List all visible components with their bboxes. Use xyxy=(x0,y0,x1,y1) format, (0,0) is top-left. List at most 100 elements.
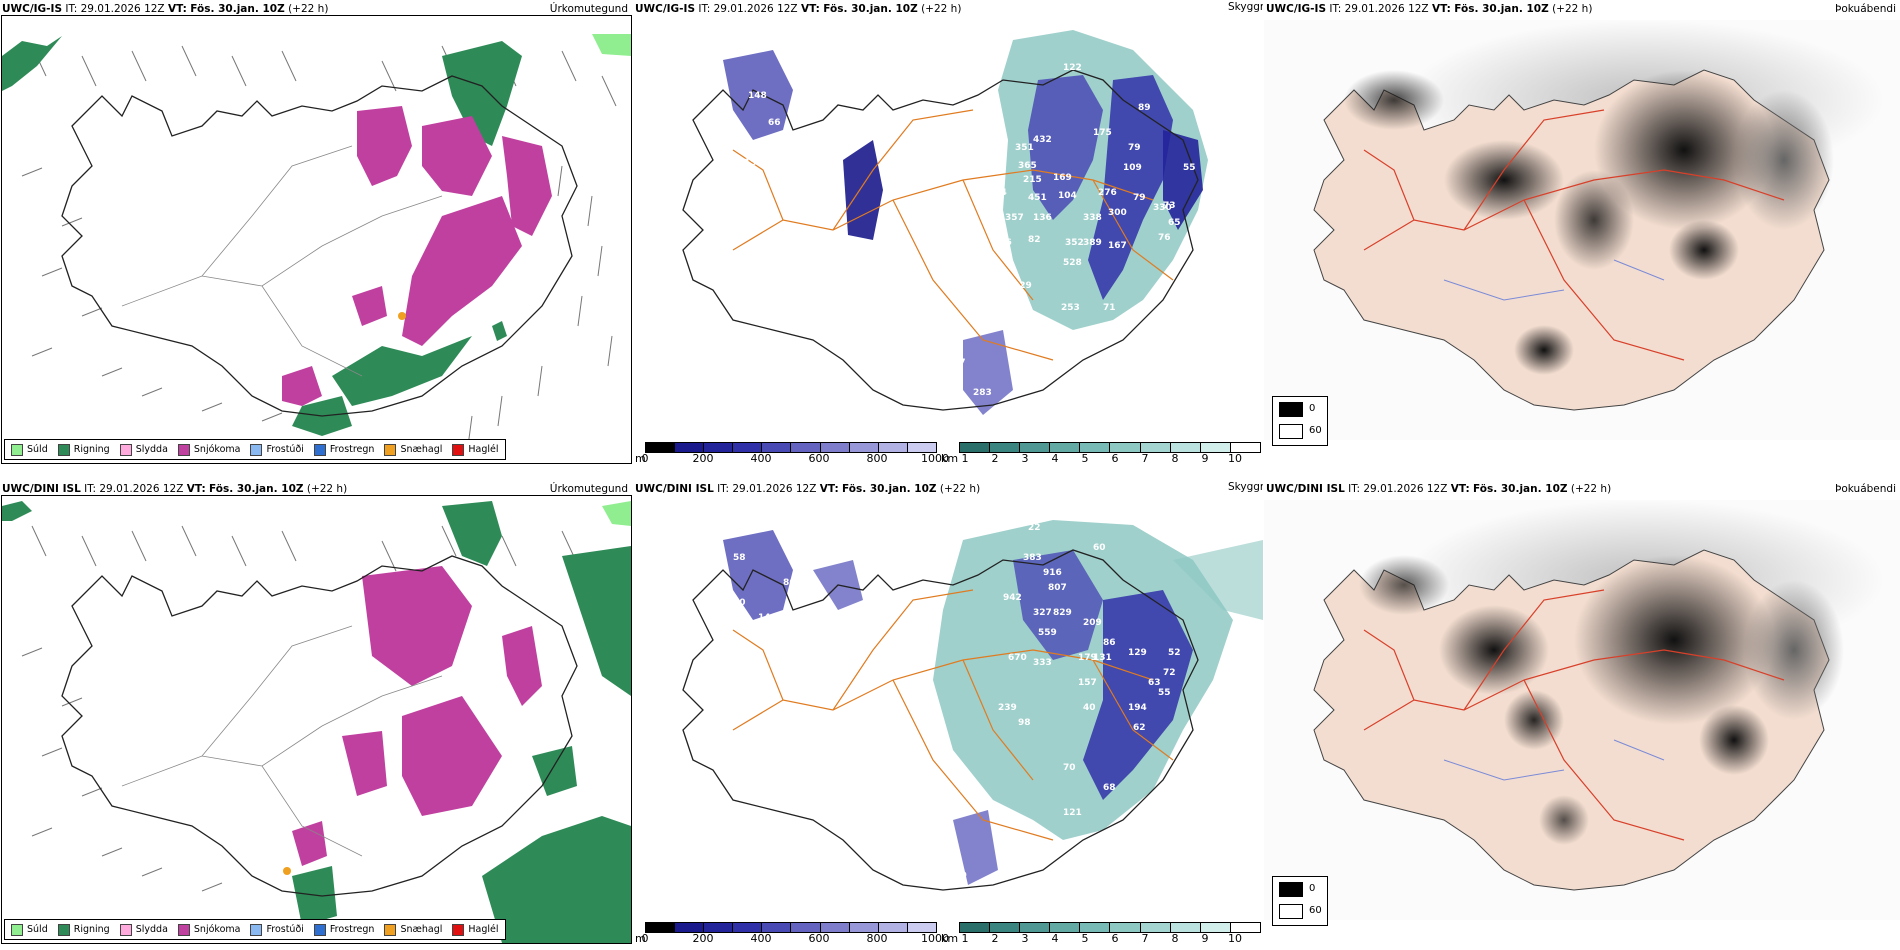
colorbar-tick: 400 xyxy=(750,452,772,465)
swatch xyxy=(452,443,465,456)
swatch xyxy=(313,923,326,936)
svg-text:276: 276 xyxy=(1098,188,1117,198)
precip-type-legend: Súld Rigning Slydda Snjókoma Frostúði Fr… xyxy=(4,439,506,460)
forecast-row-igis: UWC/IG-IS IT: 29.01.2026 12Z VT: Fös. 30… xyxy=(0,0,1900,470)
colorbar-tick: 3 xyxy=(1021,452,1029,465)
colorbar-tick: 9 xyxy=(1201,932,1209,945)
svg-text:60: 60 xyxy=(1093,543,1106,553)
svg-text:338: 338 xyxy=(1083,213,1102,223)
swatch xyxy=(384,443,397,456)
legend-item: Frostúði xyxy=(250,923,304,936)
forecast-row-dini: UWC/DINI ISL IT: 29.01.2026 12Z VT: Fös.… xyxy=(0,480,1900,950)
svg-text:239: 239 xyxy=(998,703,1017,713)
colorbar-tick: 6 xyxy=(1111,932,1119,945)
svg-text:58: 58 xyxy=(733,553,746,563)
panel-title: UWC/IG-IS IT: 29.01.2026 12Z VT: Fös. 30… xyxy=(2,3,329,15)
swatch xyxy=(57,443,70,456)
swatch xyxy=(250,923,263,936)
svg-text:365: 365 xyxy=(1018,161,1037,171)
svg-text:63: 63 xyxy=(1148,678,1161,688)
colorbar-tick: 4 xyxy=(1051,932,1059,945)
colorbar-segment xyxy=(1080,923,1111,932)
colorbar-tick: 9 xyxy=(1201,452,1209,465)
svg-text:115: 115 xyxy=(738,158,757,168)
precip-type-panel: UWC/IG-IS IT: 29.01.2026 12Z VT: Fös. 30… xyxy=(0,0,632,470)
colorbar-segment xyxy=(907,923,936,932)
svg-text:66: 66 xyxy=(768,118,781,128)
cloud-visibility-map: 122 148 66 205 115 60 54 78 432 351 365 … xyxy=(682,30,1208,415)
precip-type-legend: Súld Rigning Slydda Snjókoma Frostúði Fr… xyxy=(4,919,506,940)
svg-text:10: 10 xyxy=(918,851,931,861)
svg-text:283: 283 xyxy=(973,388,992,398)
panel-title: UWC/IG-IS IT: 29.01.2026 12Z VT: Fös. 30… xyxy=(635,3,962,15)
svg-text:357: 357 xyxy=(1005,213,1024,223)
parameter-title: Skyggni xyxy=(1228,481,1263,493)
svg-text:179: 179 xyxy=(1078,653,1097,663)
parameter-title: Þokuábendi xyxy=(1835,3,1896,15)
colorbar-segment xyxy=(646,923,676,932)
panel-title: UWC/DINI ISL IT: 29.01.2026 12Z VT: Fös.… xyxy=(2,483,348,495)
fog-index-panel: UWC/IG-IS IT: 29.01.2026 12Z VT: Fös. 30… xyxy=(1264,0,1900,470)
svg-text:131: 131 xyxy=(1093,653,1112,663)
cloud-base-colorbar: 0 200 400 600 800 1000 m xyxy=(635,920,949,946)
colorbar-segment xyxy=(1230,443,1260,452)
svg-text:236: 236 xyxy=(938,838,957,848)
colorbar-segment xyxy=(791,923,821,932)
colorbar-segment xyxy=(791,443,821,452)
svg-text:670: 670 xyxy=(1008,653,1027,663)
colorbar-tick: 2 xyxy=(991,932,999,945)
svg-text:40: 40 xyxy=(1083,703,1096,713)
svg-text:169: 169 xyxy=(1053,173,1072,183)
svg-text:121: 121 xyxy=(1063,808,1082,818)
svg-text:229: 229 xyxy=(1013,281,1032,291)
colorbar-tick: 600 xyxy=(808,452,830,465)
svg-text:330: 330 xyxy=(1153,203,1172,213)
svg-text:55: 55 xyxy=(1158,688,1171,698)
svg-text:333: 333 xyxy=(1033,658,1052,668)
panel-title: UWC/DINI ISL IT: 29.01.2026 12Z VT: Fös.… xyxy=(1266,483,1612,495)
svg-text:79: 79 xyxy=(1128,143,1141,153)
panel-title: UWC/DINI ISL IT: 29.01.2026 12Z VT: Fös.… xyxy=(635,483,981,495)
precip-type-panel: UWC/DINI ISL IT: 29.01.2026 12Z VT: Fös.… xyxy=(0,480,632,950)
svg-text:55: 55 xyxy=(1183,163,1196,173)
cloud-base-colorbar: 0 200 400 600 800 1000 m xyxy=(635,440,949,466)
colorbar-segment xyxy=(762,923,792,932)
colorbar-tick: 8 xyxy=(1171,932,1179,945)
cloud-visibility-panel: UWC/IG-IS IT: 29.01.2026 12Z VT: Fös. 30… xyxy=(633,0,1263,470)
colorbar-segment xyxy=(878,923,908,932)
colorbar-segment xyxy=(733,923,763,932)
svg-text:136: 136 xyxy=(1033,213,1052,223)
parameter-title: Þokuábendi xyxy=(1835,483,1896,495)
legend-item: Snjókoma xyxy=(177,923,240,936)
precip-map xyxy=(2,34,631,447)
legend-item: Frostúði xyxy=(250,443,304,456)
svg-text:205: 205 xyxy=(733,138,752,148)
colorbar-segment xyxy=(1200,923,1231,932)
colorbar-tick: 1 xyxy=(961,452,969,465)
svg-text:71: 71 xyxy=(1103,303,1116,313)
svg-text:98: 98 xyxy=(1018,718,1031,728)
swatch xyxy=(11,923,23,936)
colorbar-segment xyxy=(1230,923,1260,932)
colorbar-segment xyxy=(820,443,850,452)
colorbar-segment xyxy=(960,923,991,932)
colorbar-segment xyxy=(1110,923,1141,932)
visibility-colorbar: 1 2 3 4 5 6 7 8 9 10 km xyxy=(941,920,1263,946)
svg-text:726: 726 xyxy=(978,161,997,171)
svg-text:65: 65 xyxy=(1168,218,1181,228)
fog-index-legend: 0 60 xyxy=(1272,876,1328,926)
svg-text:79: 79 xyxy=(1133,193,1146,203)
colorbar-tick: 1000 xyxy=(921,452,949,465)
colorbar-tick: 800 xyxy=(866,452,888,465)
precip-map xyxy=(2,501,631,943)
svg-text:73: 73 xyxy=(1163,201,1176,211)
svg-text:97: 97 xyxy=(953,358,966,368)
colorbar-segment xyxy=(849,923,879,932)
svg-text:54: 54 xyxy=(825,213,838,223)
svg-text:72: 72 xyxy=(1163,668,1176,678)
colorbar-tick: 2 xyxy=(991,452,999,465)
colorbar-segment xyxy=(990,443,1021,452)
visibility-colorbar: 1 2 3 4 5 6 7 8 9 10 km xyxy=(941,440,1263,466)
legend-item: Snæhagl xyxy=(384,923,442,936)
svg-text:807: 807 xyxy=(1048,583,1067,593)
